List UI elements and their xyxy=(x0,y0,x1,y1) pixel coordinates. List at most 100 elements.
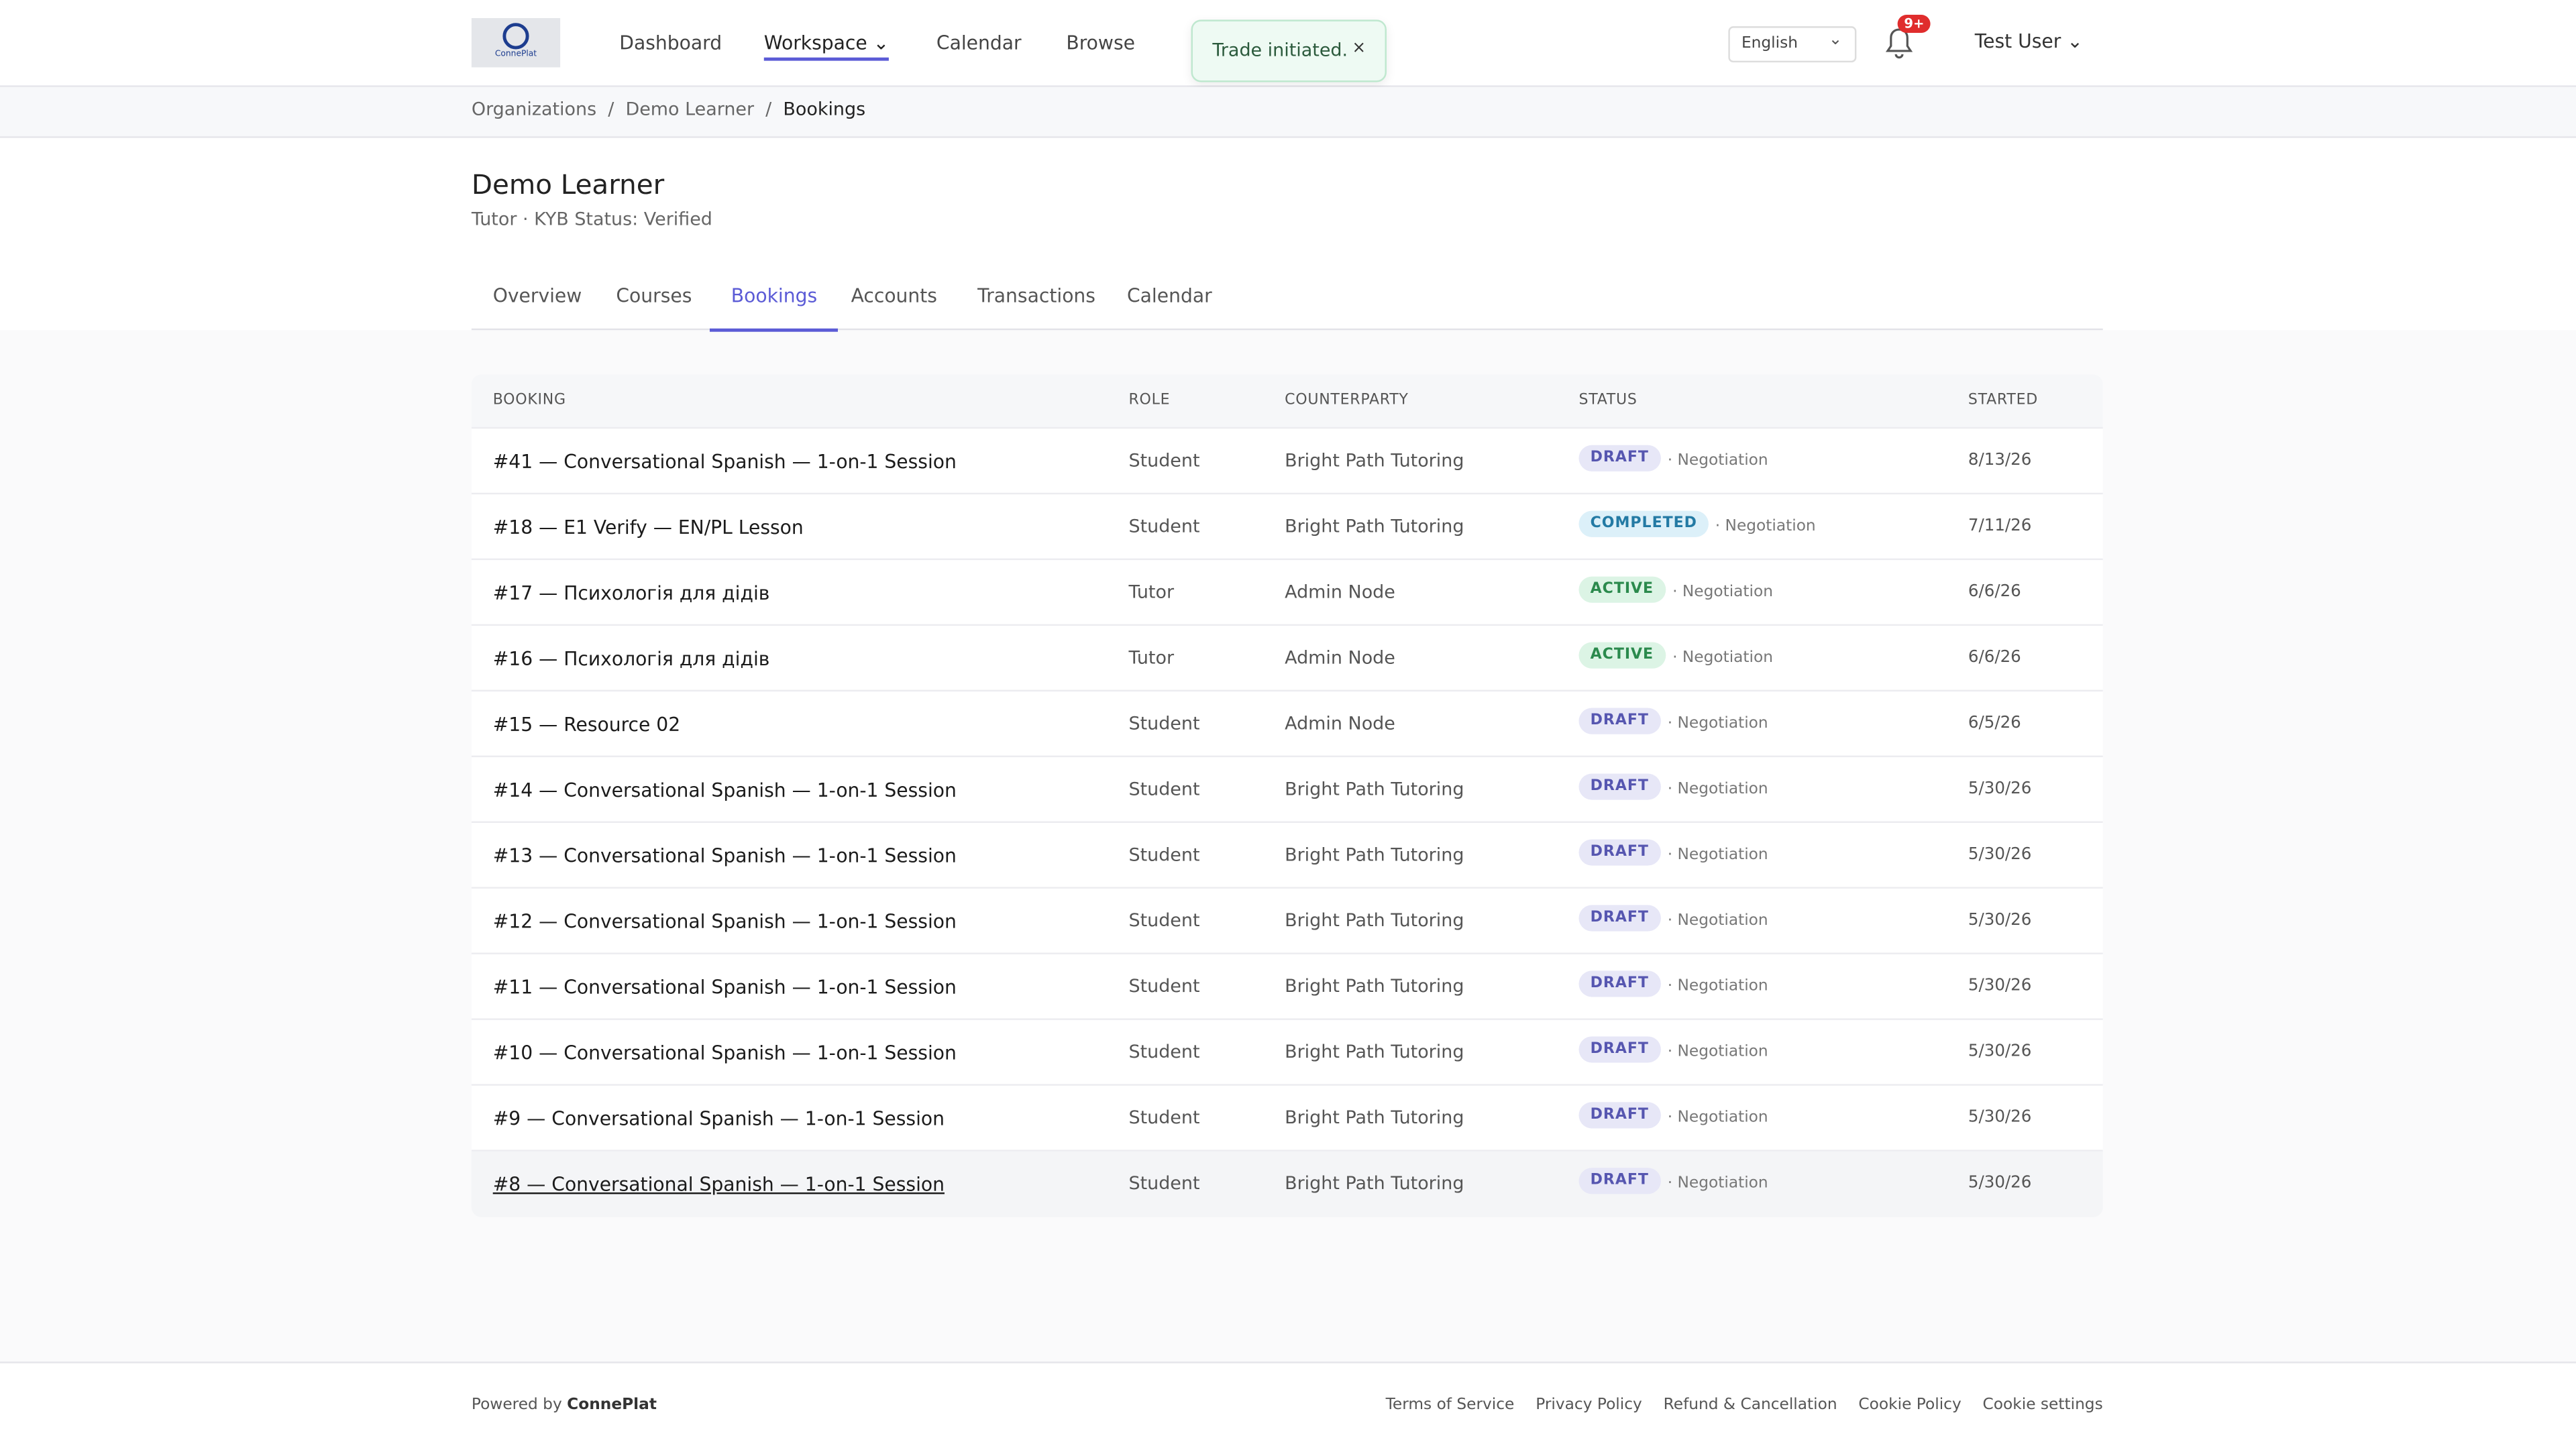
status-pill: DRAFT xyxy=(1578,1102,1661,1129)
nav-item[interactable]: Dashboard xyxy=(619,31,722,54)
booking-link[interactable]: #10 — Conversational Spanish — 1-on-1 Se… xyxy=(492,1041,957,1064)
role: Student xyxy=(1128,975,1200,997)
tabs-border xyxy=(471,328,2103,331)
footer-link[interactable]: Refund & Cancellation xyxy=(1663,1396,1837,1414)
booking-link[interactable]: #16 — Психологія для дідів xyxy=(492,647,770,671)
status-pill: DRAFT xyxy=(1578,773,1661,800)
table-row[interactable]: #9 — Conversational Spanish — 1-on-1 Ses… xyxy=(471,1084,2103,1152)
language-label: English xyxy=(1741,34,1798,53)
booking-link[interactable]: #17 — Психологія для дідів xyxy=(492,581,770,605)
user-menu[interactable]: Test User ⌄ xyxy=(1974,30,2083,53)
booking-link[interactable]: #13 — Conversational Spanish — 1-on-1 Se… xyxy=(492,844,957,868)
table-row[interactable]: #8 — Conversational Spanish — 1-on-1 Ses… xyxy=(471,1150,2103,1217)
column-header: BOOKING xyxy=(492,392,566,409)
status-pill: ACTIVE xyxy=(1578,576,1666,603)
logo[interactable]: ConnePlat xyxy=(471,17,561,68)
status-stage: · Negotiation xyxy=(1667,846,1768,865)
booking-link[interactable]: #14 — Conversational Spanish — 1-on-1 Se… xyxy=(492,778,957,802)
language-select[interactable]: English ⌄ xyxy=(1728,26,1857,63)
tab[interactable]: Transactions xyxy=(977,284,1095,307)
status-stage: · Negotiation xyxy=(1672,649,1774,667)
nav-item[interactable]: Calendar xyxy=(936,31,1022,54)
tab[interactable]: Calendar xyxy=(1127,284,1212,307)
role: Student xyxy=(1128,778,1200,800)
started: 5/30/26 xyxy=(1968,1174,2032,1192)
status-pill: DRAFT xyxy=(1578,1168,1661,1194)
counterparty: Bright Path Tutoring xyxy=(1285,778,1464,800)
counterparty: Admin Node xyxy=(1285,581,1395,603)
footer-link[interactable]: Cookie Policy xyxy=(1858,1396,1962,1414)
footer-link[interactable]: Privacy Policy xyxy=(1536,1396,1642,1414)
booking-link[interactable]: #41 — Conversational Spanish — 1-on-1 Se… xyxy=(492,450,957,473)
logo-icon xyxy=(502,23,529,50)
table-row[interactable]: #17 — Психологія для дідів Tutor Admin Nod… xyxy=(471,558,2103,626)
column-header: STARTED xyxy=(1968,392,2038,409)
crumb[interactable]: Demo Learner xyxy=(625,98,755,120)
status-stage: · Negotiation xyxy=(1667,780,1768,799)
counterparty: Bright Path Tutoring xyxy=(1285,515,1464,537)
table-row[interactable]: #14 — Conversational Spanish — 1-on-1 Se… xyxy=(471,755,2103,823)
status-stage: · Negotiation xyxy=(1667,911,1768,930)
page-header xyxy=(0,137,2576,331)
started: 7/11/26 xyxy=(1968,517,2032,536)
powered: Powered by ConnePlat xyxy=(472,1396,657,1414)
role: Student xyxy=(1128,515,1200,537)
footer-link[interactable]: Cookie settings xyxy=(1982,1396,2103,1414)
role: Student xyxy=(1128,909,1200,932)
status-stage: · Negotiation xyxy=(1667,1043,1768,1062)
status-stage: · Negotiation xyxy=(1667,1109,1768,1127)
nav-item[interactable]: Browse xyxy=(1066,31,1135,54)
counterparty: Admin Node xyxy=(1285,647,1395,669)
toast: Trade initiated. × xyxy=(1191,19,1387,82)
booking-link[interactable]: #9 — Conversational Spanish — 1-on-1 Ses… xyxy=(492,1107,945,1130)
table-row[interactable]: #13 — Conversational Spanish — 1-on-1 Se… xyxy=(471,821,2103,889)
crumb[interactable]: Organizations xyxy=(471,98,597,120)
counterparty: Admin Node xyxy=(1285,712,1395,734)
booking-link[interactable]: #15 — Resource 02 xyxy=(492,712,681,736)
nav-label: Workspace xyxy=(763,31,867,54)
brand: ConnePlat xyxy=(567,1396,657,1414)
table-row[interactable]: #12 — Conversational Spanish — 1-on-1 Se… xyxy=(471,887,2103,954)
table-row[interactable]: #41 — Conversational Spanish — 1-on-1 Se… xyxy=(471,427,2103,495)
tab[interactable]: Courses xyxy=(616,284,692,307)
nav-item[interactable]: Workspace ⌄ xyxy=(763,31,890,61)
table-row[interactable]: #18 — E1 Verify — EN/PL Lesson Student Bri… xyxy=(471,492,2103,561)
status-pill: ACTIVE xyxy=(1578,642,1666,669)
started: 8/13/26 xyxy=(1968,451,2032,470)
table-row[interactable]: #15 — Resource 02 Student Admin Node DRAFT ·… xyxy=(471,689,2103,757)
page-subtitle: Tutor · KYB Status: Verified xyxy=(471,209,712,230)
table-row[interactable]: #10 — Conversational Spanish — 1-on-1 Se… xyxy=(471,1018,2103,1086)
tab[interactable]: Accounts xyxy=(851,284,938,307)
toast-close[interactable]: × xyxy=(1352,39,1366,58)
badge: 9+ xyxy=(1897,15,1931,33)
footer-links: Terms of Service Privacy Policy Refund & C… xyxy=(1386,1396,2103,1414)
status-stage: · Negotiation xyxy=(1672,583,1774,602)
counterparty: Bright Path Tutoring xyxy=(1285,975,1464,997)
page-title: Demo Learner xyxy=(471,169,665,201)
booking-link[interactable]: #11 — Conversational Spanish — 1-on-1 Se… xyxy=(492,975,957,999)
crumb: Bookings xyxy=(783,98,866,120)
role: Tutor xyxy=(1128,581,1175,603)
counterparty: Bright Path Tutoring xyxy=(1285,844,1464,866)
started: 5/30/26 xyxy=(1968,977,2032,996)
counterparty: Bright Path Tutoring xyxy=(1285,1107,1464,1129)
booking-link[interactable]: #18 — E1 Verify — EN/PL Lesson xyxy=(492,515,804,539)
started: 5/30/26 xyxy=(1968,1109,2032,1127)
table-row[interactable]: #11 — Conversational Spanish — 1-on-1 Se… xyxy=(471,952,2103,1020)
tab[interactable]: Bookings xyxy=(709,284,839,332)
status-pill: DRAFT xyxy=(1578,839,1661,866)
column-header: STATUS xyxy=(1578,392,1638,409)
tab[interactable]: Overview xyxy=(492,284,582,307)
booking-link[interactable]: #8 — Conversational Spanish — 1-on-1 Ses… xyxy=(492,1172,945,1196)
counterparty: Bright Path Tutoring xyxy=(1285,909,1464,932)
logo-text: ConnePlat xyxy=(494,49,537,60)
role: Student xyxy=(1128,450,1200,471)
table-row[interactable]: #16 — Психологія для дідів Tutor Admin Nod… xyxy=(471,624,2103,692)
user-name: Test User xyxy=(1974,30,2061,53)
footer-link[interactable]: Terms of Service xyxy=(1385,1396,1515,1414)
started: 6/6/26 xyxy=(1968,583,2021,602)
role: Student xyxy=(1128,1041,1200,1063)
booking-link[interactable]: #12 — Conversational Spanish — 1-on-1 Se… xyxy=(492,909,957,934)
